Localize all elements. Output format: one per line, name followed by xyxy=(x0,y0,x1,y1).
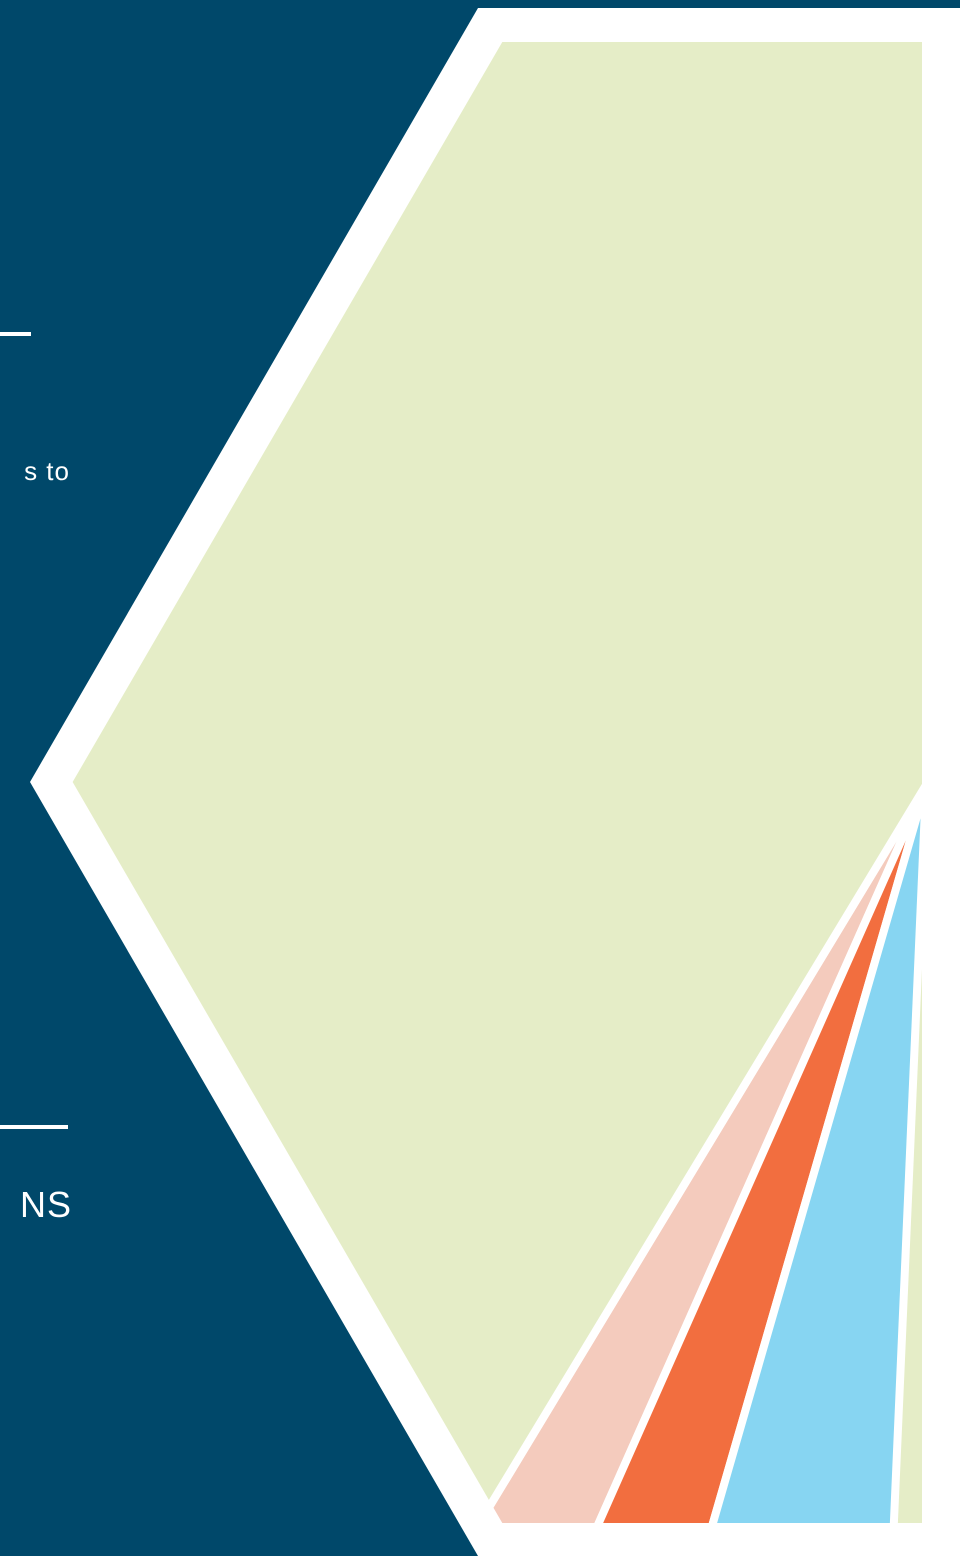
pie-slice-5 xyxy=(706,783,930,1531)
truncated-text-top: s to xyxy=(24,456,70,486)
pie-slices xyxy=(63,34,930,1531)
truncated-text-bottom: NS xyxy=(19,1184,72,1225)
divider-line-bottom xyxy=(0,1125,68,1129)
divider-line-top xyxy=(0,332,31,336)
